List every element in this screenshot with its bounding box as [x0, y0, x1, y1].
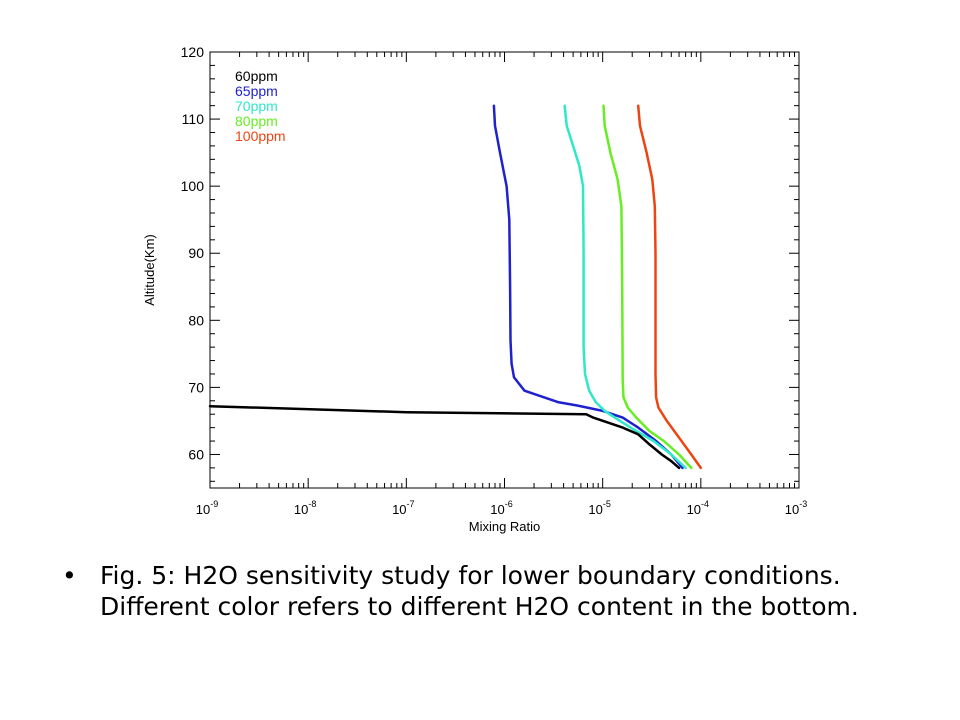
tick-labels: 10-9 10-8 10-7 10-6 10-5 10-4 10-3 60 70 80 90 100 1… — [181, 44, 808, 517]
y-tick-label: 80 — [188, 312, 204, 328]
caption: • Fig. 5: H2O sensitivity study for lowe… — [62, 560, 862, 622]
x-axis-label: Mixing Ratio — [469, 519, 541, 534]
x-tick-label: 10-7 — [392, 499, 414, 517]
series-line-100ppm — [636, 104, 703, 470]
series-lines — [208, 104, 703, 470]
x-tick-label: 10-5 — [588, 499, 610, 517]
y-axis-label: Altitude(Km) — [142, 234, 157, 306]
y-tick-label: 90 — [188, 245, 204, 261]
plot-frame — [209, 51, 800, 489]
y-tick-label: 100 — [181, 178, 205, 194]
legend-entry: 60ppm — [235, 68, 278, 84]
x-tick-label: 10-8 — [294, 499, 316, 517]
series-line-60ppm — [208, 404, 681, 470]
x-tick-label: 10-9 — [196, 499, 218, 517]
legend-entry: 100ppm — [235, 128, 286, 144]
x-tick-label: 10-4 — [687, 499, 709, 517]
series-line-70ppm — [563, 104, 687, 470]
series-line-80ppm — [602, 104, 693, 470]
legend-entry: 80ppm — [235, 113, 278, 129]
caption-text: Fig. 5: H2O sensitivity study for lower … — [100, 561, 859, 621]
y-tick-label: 60 — [188, 446, 204, 462]
y-tick-label: 110 — [182, 111, 205, 127]
x-tick-label: 10-3 — [785, 499, 807, 517]
legend-entry: 70ppm — [235, 98, 278, 114]
y-tick-label: 70 — [188, 379, 204, 395]
x-tick-label: 10-6 — [490, 499, 512, 517]
bullet-icon: • — [62, 561, 77, 590]
axis-ticks — [209, 51, 800, 488]
series-line-65ppm — [492, 104, 684, 470]
y-tick-label: 120 — [181, 44, 205, 60]
legend-entry: 65ppm — [235, 83, 278, 99]
